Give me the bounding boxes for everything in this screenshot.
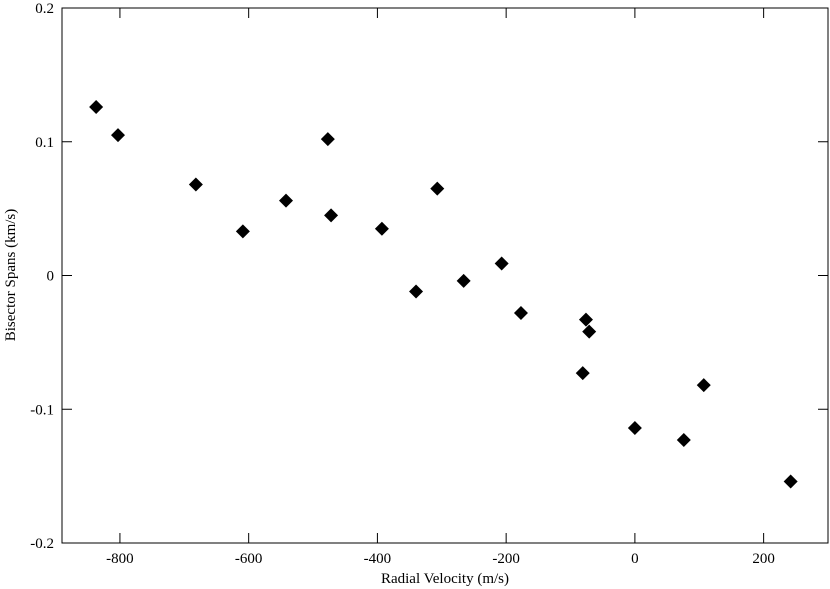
y-tick-label: 0.1 [35,135,54,151]
y-axis-label: Bisector Spans (km/s) [3,209,19,342]
point [513,305,528,320]
point [676,433,691,448]
point [320,132,335,147]
y-tick-label: -0.2 [30,536,54,552]
y-tick-label: -0.1 [30,402,54,418]
point [578,312,593,327]
x-tick-label: -600 [235,551,263,567]
y-tick-label: 0 [47,269,55,285]
point [582,324,597,339]
x-tick-label: -800 [106,551,134,567]
x-tick-label: -200 [492,551,520,567]
point [783,474,798,489]
point [188,177,203,192]
point [456,273,471,288]
x-tick-label: -400 [364,551,392,567]
point [409,284,424,299]
y-tick-label: 0.2 [35,1,54,17]
point [374,221,389,236]
point [430,181,445,196]
x-axis-label: Radial Velocity (m/s) [381,571,509,587]
point [324,208,339,223]
point [696,378,711,393]
point [494,256,509,271]
point [111,128,126,143]
point [89,99,104,114]
point [279,193,294,208]
point [575,366,590,381]
point [627,420,642,435]
x-tick-label: 200 [752,551,775,567]
point [235,224,250,239]
x-tick-label: 0 [631,551,639,567]
plot-frame [61,7,829,544]
